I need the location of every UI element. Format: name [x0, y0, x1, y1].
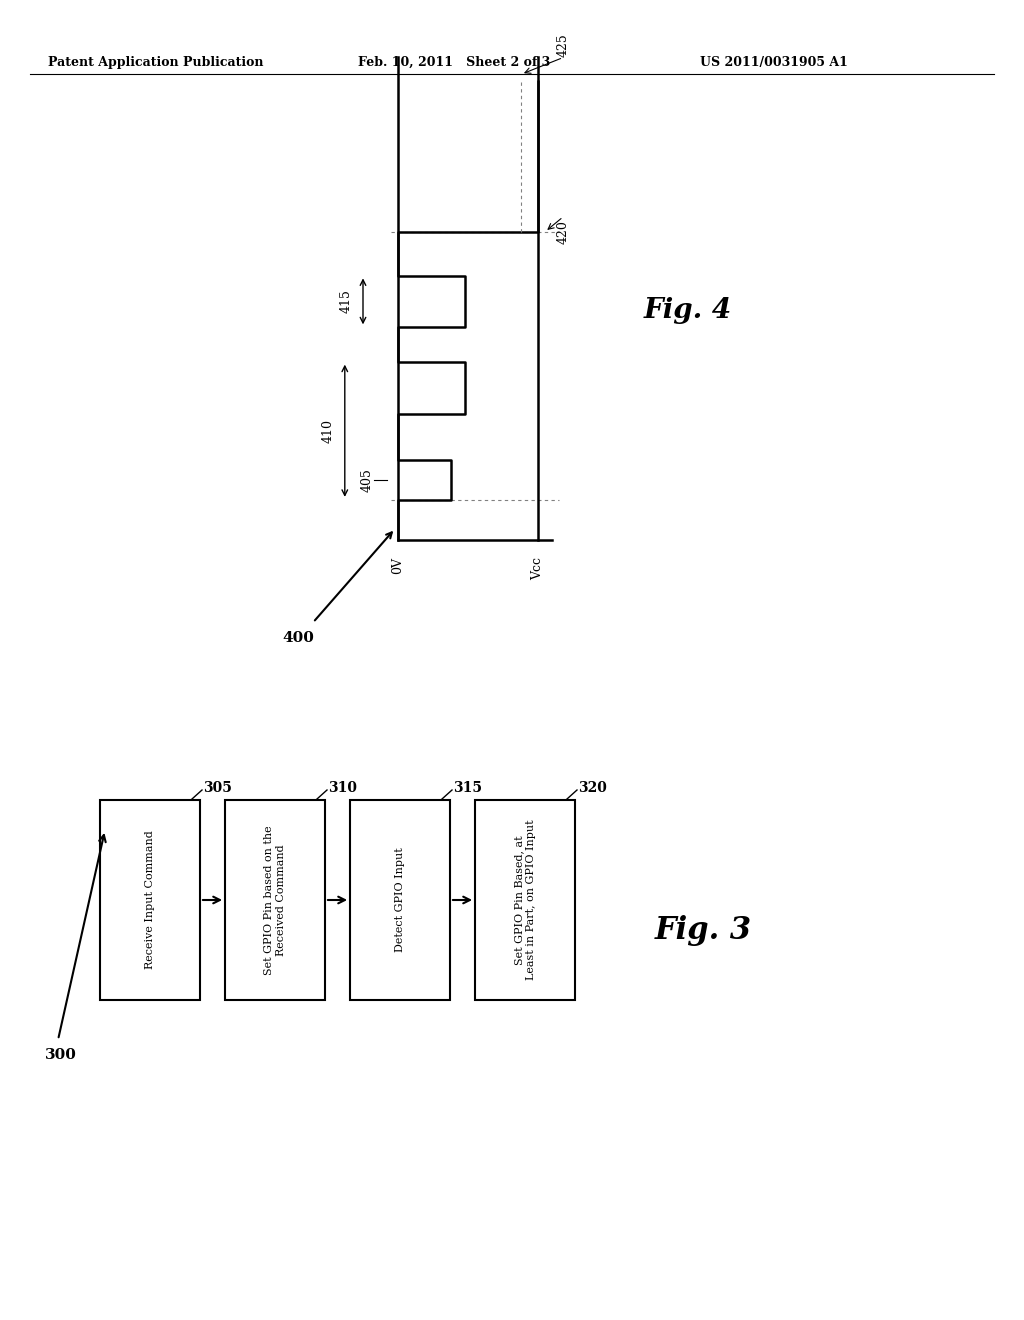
Text: 0V: 0V — [391, 557, 404, 574]
Text: Set GPIO Pin Based, at
Least in Part, on GPIO Input: Set GPIO Pin Based, at Least in Part, on… — [514, 820, 536, 981]
Text: US 2011/0031905 A1: US 2011/0031905 A1 — [700, 55, 848, 69]
Text: 315: 315 — [453, 781, 482, 795]
Bar — [100, 800, 200, 1001]
Text: 400: 400 — [282, 631, 314, 644]
Text: 420: 420 — [557, 220, 569, 244]
Bar — [350, 800, 450, 1001]
Text: Set GPIO Pin based on the
Received Command: Set GPIO Pin based on the Received Comma… — [264, 825, 286, 974]
Bar — [225, 800, 325, 1001]
Text: 305: 305 — [203, 781, 231, 795]
Text: 300: 300 — [45, 1048, 77, 1063]
Text: Receive Input Command: Receive Input Command — [145, 830, 155, 969]
Text: 320: 320 — [578, 781, 607, 795]
Text: 425: 425 — [557, 33, 569, 57]
Text: Detect GPIO Input: Detect GPIO Input — [395, 847, 406, 952]
Text: Feb. 10, 2011   Sheet 2 of 3: Feb. 10, 2011 Sheet 2 of 3 — [358, 55, 550, 69]
Text: Fig. 3: Fig. 3 — [655, 915, 752, 945]
Bar — [475, 800, 575, 1001]
Text: 410: 410 — [322, 418, 335, 442]
Text: Patent Application Publication: Patent Application Publication — [48, 55, 263, 69]
Text: Vcc: Vcc — [531, 557, 545, 581]
Text: 415: 415 — [340, 289, 352, 313]
Text: Fig. 4: Fig. 4 — [644, 297, 732, 323]
Text: 405: 405 — [360, 467, 374, 491]
Text: 310: 310 — [328, 781, 357, 795]
